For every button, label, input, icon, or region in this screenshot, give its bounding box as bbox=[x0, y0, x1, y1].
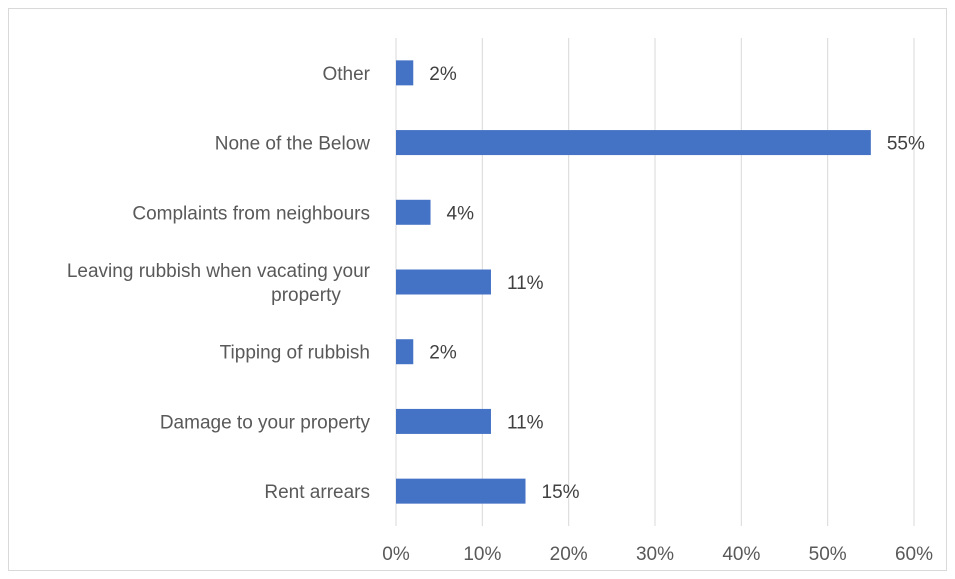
x-tick-label: 0% bbox=[382, 544, 410, 565]
bar-4 bbox=[396, 339, 414, 365]
category-label: None of the Below bbox=[215, 134, 371, 155]
x-tick-label: 30% bbox=[636, 544, 674, 565]
data-label: 4% bbox=[447, 203, 475, 224]
category-label: Complaints from neighbours bbox=[132, 203, 370, 224]
bar-1 bbox=[396, 130, 871, 156]
category-label: Leaving rubbish when vacating your proper… bbox=[67, 261, 371, 306]
x-tick-label: 60% bbox=[895, 544, 933, 565]
category-label: Tipping of rubbish bbox=[220, 343, 370, 364]
bar-5 bbox=[396, 408, 491, 434]
category-label: Rent arrears bbox=[264, 482, 370, 503]
data-label: 11% bbox=[507, 412, 544, 433]
x-tick-label: 50% bbox=[809, 544, 847, 565]
data-label: 11% bbox=[507, 273, 544, 294]
bar-2 bbox=[396, 199, 431, 225]
bar-0 bbox=[396, 60, 414, 86]
data-label: 15% bbox=[542, 482, 580, 503]
bar-3 bbox=[396, 269, 491, 295]
x-tick-label: 40% bbox=[722, 544, 760, 565]
data-label: 55% bbox=[887, 134, 925, 155]
category-label: Other bbox=[322, 64, 370, 85]
category-label: Damage to your property bbox=[160, 412, 371, 433]
bar-6 bbox=[396, 478, 526, 504]
data-label: 2% bbox=[429, 343, 457, 364]
x-tick-label: 20% bbox=[550, 544, 588, 565]
data-label: 2% bbox=[429, 64, 457, 85]
x-tick-label: 10% bbox=[463, 544, 501, 565]
